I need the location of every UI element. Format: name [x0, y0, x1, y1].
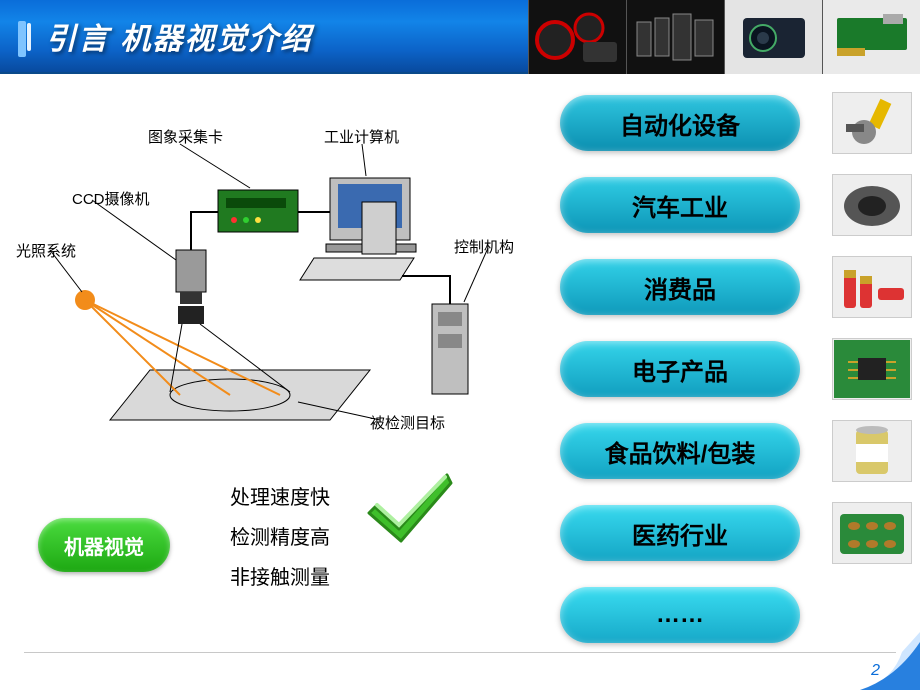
industry-pill: ……: [560, 587, 800, 643]
industry-pill-column: 自动化设备 汽车工业 消费品 电子产品 食品饮料/包装 医药行业 ……: [560, 95, 800, 643]
benefits-list: 处理速度快 检测精度高 非接触测量: [230, 478, 330, 598]
thumb-engine-part: [832, 174, 912, 236]
thumb-grabber-card: [822, 0, 920, 74]
label-controller: 控制机构: [454, 236, 514, 257]
industry-pill: 自动化设备: [560, 95, 800, 151]
industry-pill: 汽车工业: [560, 177, 800, 233]
benefit-item: 非接触测量: [230, 558, 330, 598]
page-curl-icon: [852, 622, 920, 690]
checkmark-icon: [365, 465, 455, 545]
thumb-camera-box: [724, 0, 822, 74]
thumb-pcb-chip: [832, 338, 912, 400]
system-diagram: 图象采集卡 工业计算机 CCD摄像机 光照系统 控制机构 被检测目标: [30, 120, 510, 450]
label-computer: 工业计算机: [324, 126, 399, 147]
label-lighting: 光照系统: [16, 240, 76, 261]
industry-pill: 食品饮料/包装: [560, 423, 800, 479]
industry-pill: 电子产品: [560, 341, 800, 397]
thumb-robot-arm: [832, 92, 912, 154]
slide-header: 引言 机器视觉介绍: [0, 0, 920, 74]
industry-pill: 消费品: [560, 259, 800, 315]
label-grabber: 图象采集卡: [148, 126, 223, 147]
header-accent-icon: [0, 0, 36, 73]
label-target: 被检测目标: [370, 412, 445, 433]
thumb-lenses-row: [626, 0, 724, 74]
thumb-lens-rings: [528, 0, 626, 74]
mv-badge-label: 机器视觉: [64, 531, 144, 560]
benefit-item: 处理速度快: [230, 478, 330, 518]
label-ccd: CCD摄像机: [72, 188, 150, 209]
slide-title: 引言 机器视觉介绍: [36, 14, 312, 58]
benefit-item: 检测精度高: [230, 518, 330, 558]
thumb-can-food: [832, 420, 912, 482]
industry-pill: 医药行业: [560, 505, 800, 561]
industry-thumb-column: [832, 92, 912, 564]
header-thumbnail-row: [528, 0, 920, 74]
thumb-batteries: [832, 256, 912, 318]
machine-vision-badge: 机器视觉: [38, 518, 170, 572]
footer-divider: [24, 652, 896, 654]
thumb-pill-pack: [832, 502, 912, 564]
